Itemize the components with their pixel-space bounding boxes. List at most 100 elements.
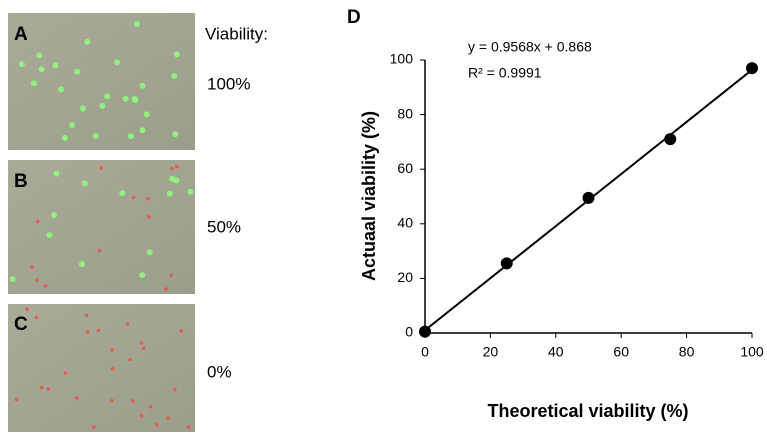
micrograph — [8, 304, 195, 432]
cell — [127, 133, 134, 140]
y-tick-label: 20 — [397, 269, 413, 285]
y-tick-label: 80 — [397, 105, 413, 121]
cell — [92, 132, 99, 139]
cell — [25, 307, 29, 311]
cell — [114, 59, 121, 66]
cell — [53, 170, 60, 177]
cell — [132, 97, 139, 104]
viability-label: 50% — [207, 217, 241, 236]
cell — [18, 61, 25, 68]
annotation: R² = 0.9991 — [468, 65, 542, 81]
cell — [110, 348, 114, 352]
x-tick-label: 0 — [421, 344, 429, 360]
cell — [84, 38, 91, 45]
cell — [139, 272, 146, 279]
cell — [171, 73, 178, 80]
cell — [63, 371, 68, 375]
viability-label: 100% — [207, 74, 250, 93]
cell — [99, 166, 103, 170]
cell — [173, 177, 180, 184]
panel-letter: C — [14, 314, 28, 335]
cell — [30, 265, 34, 270]
cell — [169, 273, 174, 278]
cell — [99, 102, 106, 109]
cell — [61, 134, 68, 141]
cell — [173, 51, 180, 58]
panel-letter: B — [14, 171, 28, 192]
cell — [173, 387, 177, 392]
cell — [128, 357, 132, 362]
cell — [74, 68, 81, 75]
cell — [52, 62, 59, 69]
x-tick-label: 60 — [613, 344, 629, 360]
micrograph — [8, 160, 195, 294]
cell — [81, 180, 88, 187]
cell — [36, 52, 43, 59]
x-axis-title: Theoretical viability (%) — [487, 401, 688, 421]
cell — [34, 278, 39, 282]
cell — [75, 396, 79, 400]
viability-label: 0% — [207, 362, 232, 381]
cell — [131, 195, 136, 200]
panel-letter: A — [14, 24, 28, 45]
cell — [164, 287, 168, 291]
cell — [187, 188, 194, 195]
cell — [69, 121, 76, 128]
y-tick-label: 0 — [405, 324, 413, 340]
cell — [14, 397, 19, 402]
y-tick-label: 60 — [397, 160, 413, 176]
cell — [148, 404, 153, 409]
y-axis-title: Actuaal viability (%) — [359, 111, 379, 281]
cell — [57, 86, 64, 93]
micrographs — [8, 13, 195, 432]
cell — [146, 196, 151, 201]
cell — [130, 399, 135, 403]
cell — [104, 93, 111, 100]
cell — [143, 111, 150, 118]
cell — [80, 105, 87, 112]
cell — [154, 423, 159, 427]
cell — [36, 219, 40, 224]
cell — [38, 66, 45, 73]
cell — [147, 215, 151, 219]
cell — [96, 328, 101, 333]
cell — [9, 276, 16, 283]
point — [664, 133, 677, 146]
cell — [179, 329, 184, 333]
cell — [110, 367, 115, 371]
point — [500, 257, 513, 270]
cell — [172, 131, 179, 138]
x-tick-label: 20 — [483, 344, 499, 360]
cell — [79, 261, 86, 268]
cell — [166, 416, 170, 420]
viability-heading: Viability: — [205, 24, 268, 43]
cell — [91, 425, 96, 430]
cell — [46, 232, 53, 239]
cell — [141, 346, 146, 351]
cell — [133, 20, 140, 27]
cell — [97, 248, 102, 253]
cell — [34, 315, 39, 320]
cell — [119, 190, 126, 197]
point — [419, 325, 431, 338]
cell — [85, 330, 90, 334]
cell — [139, 82, 146, 89]
annotation: y = 0.9568x + 0.868 — [468, 39, 592, 55]
cell — [139, 127, 146, 134]
cell — [125, 322, 130, 327]
cell — [46, 387, 50, 391]
cell — [170, 166, 174, 171]
y-tick-label: 100 — [390, 51, 414, 67]
x-tick-label: 80 — [679, 344, 695, 360]
cell — [139, 341, 144, 345]
cell — [166, 190, 173, 197]
x-tick-label: 40 — [548, 344, 564, 360]
panel-letter: D — [347, 7, 361, 28]
cell — [139, 413, 144, 418]
cell — [43, 284, 48, 288]
cell — [39, 385, 44, 390]
cell — [146, 249, 153, 256]
micrograph — [8, 13, 195, 150]
